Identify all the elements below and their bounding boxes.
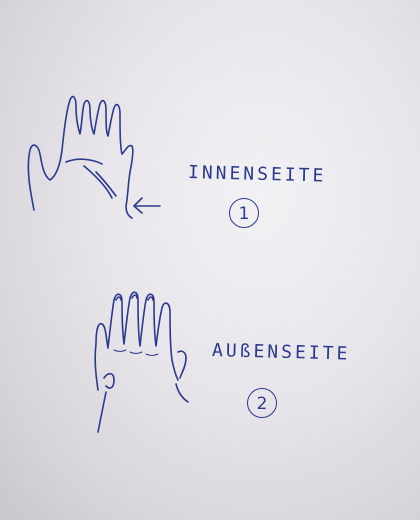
- number-circle-2: 2: [247, 388, 277, 418]
- label-innenseite: INNENSEITE: [187, 162, 327, 187]
- number-circle-1: 1: [229, 198, 259, 228]
- label-aussenseite: AUßENSEITE: [211, 340, 351, 365]
